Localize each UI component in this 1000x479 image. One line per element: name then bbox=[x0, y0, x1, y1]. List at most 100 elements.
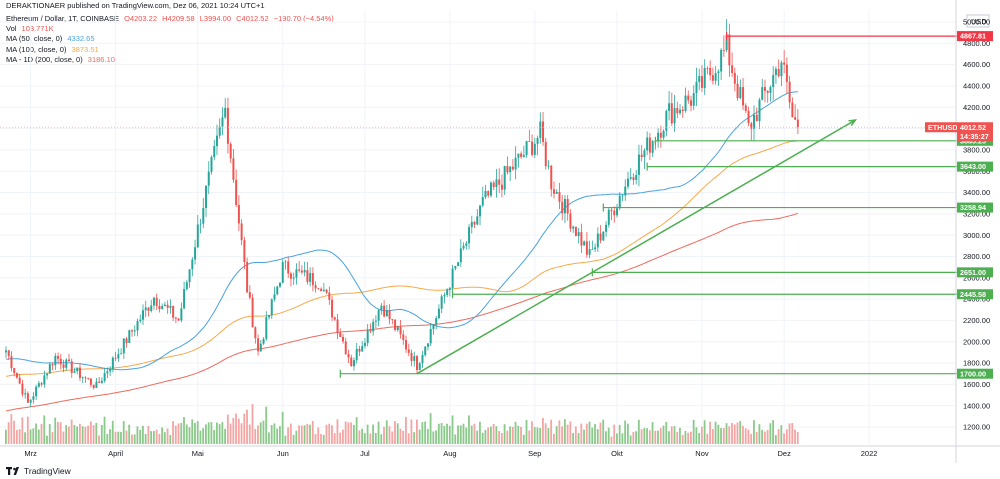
open-value: O4203.22 bbox=[124, 14, 158, 23]
candle-body bbox=[163, 304, 166, 307]
last-price-symbol: ETHUSD bbox=[928, 123, 958, 132]
volume-bar bbox=[29, 429, 32, 444]
volume-bar bbox=[536, 427, 539, 444]
low-value: L3994.00 bbox=[199, 14, 232, 23]
last-price-symbol-tag bbox=[925, 122, 957, 133]
volume-bar bbox=[114, 431, 117, 444]
candle-body bbox=[169, 305, 172, 308]
candle-body bbox=[583, 241, 586, 246]
volume-bar bbox=[122, 421, 125, 444]
volume-bar bbox=[679, 427, 681, 444]
volume-bar bbox=[232, 417, 235, 444]
volume-bar bbox=[46, 435, 48, 444]
candle-body bbox=[339, 332, 342, 337]
candle-body bbox=[65, 359, 68, 368]
candle-body bbox=[791, 102, 794, 118]
candle-body bbox=[218, 126, 221, 136]
volume-bar bbox=[596, 429, 599, 444]
candle-body bbox=[640, 154, 643, 158]
volume-bar bbox=[191, 419, 194, 444]
volume-bar bbox=[744, 428, 747, 444]
price-tags: 4867.813885.253643.003258.942651.002445.… bbox=[0, 31, 993, 379]
symbol-label[interactable]: Ethereum / Dollar, 1T, COINBASE bbox=[6, 14, 119, 23]
legend-vol-row[interactable]: Vol 103.771K bbox=[6, 24, 334, 34]
volume-bar bbox=[276, 428, 279, 444]
level-tag-1700.00 bbox=[957, 368, 993, 379]
volume-bar bbox=[492, 423, 495, 444]
tradingview-brand[interactable]: TradingView bbox=[24, 466, 71, 476]
candle-body bbox=[342, 336, 345, 342]
candle-body bbox=[736, 83, 739, 99]
volume-bar bbox=[229, 423, 232, 444]
trendline[interactable] bbox=[416, 119, 858, 375]
volume-bar bbox=[128, 424, 131, 444]
candle-body bbox=[435, 318, 438, 325]
volume-bar bbox=[594, 424, 596, 444]
volume-bar bbox=[769, 423, 772, 444]
volume-bar bbox=[788, 423, 791, 444]
volume-bar bbox=[465, 427, 468, 444]
time-tick-label: Dez bbox=[777, 449, 791, 458]
candle-body bbox=[429, 328, 432, 344]
ma50-value: 4332.65 bbox=[67, 34, 95, 44]
volume-bar bbox=[369, 433, 372, 444]
volume-bar bbox=[109, 429, 111, 444]
volume-bar bbox=[763, 431, 766, 444]
candle-body bbox=[733, 72, 736, 84]
candle-body bbox=[596, 233, 599, 248]
volume-bar bbox=[150, 431, 153, 444]
volume-bar bbox=[322, 434, 325, 444]
volume-bar bbox=[657, 430, 659, 444]
candle-body bbox=[684, 95, 687, 111]
horizontal-levels[interactable] bbox=[339, 32, 957, 378]
candle-body bbox=[366, 329, 369, 343]
candle-body bbox=[106, 371, 109, 374]
volume-bar bbox=[654, 430, 657, 444]
price-tick-label: 2600.00 bbox=[963, 273, 990, 282]
candle-body bbox=[35, 386, 38, 397]
legend-ma200-row[interactable]: MA - 1D (200, close, 0) 3186.10 bbox=[6, 55, 334, 65]
volume-bar bbox=[613, 424, 616, 444]
price-tick-label: 3400.00 bbox=[963, 188, 990, 197]
candle-body bbox=[484, 191, 487, 198]
candle-body bbox=[714, 73, 717, 81]
volume-bar bbox=[205, 424, 207, 444]
candle-body bbox=[210, 157, 213, 172]
time-tick-label: Jun bbox=[277, 449, 289, 458]
legend-ma100-row[interactable]: MA (100, close, 0) 3873.51 bbox=[6, 45, 334, 55]
volume-bar bbox=[457, 425, 459, 444]
last-price-value: 4012.52 bbox=[960, 123, 986, 132]
candle-body bbox=[506, 166, 509, 173]
volume-bar bbox=[347, 422, 350, 444]
volume-bar bbox=[547, 427, 550, 444]
volume-bar bbox=[643, 428, 646, 444]
price-chart[interactable]: USD 1200.00 1400.00 1600.00 1800.00 2000.00 22… bbox=[0, 0, 1000, 463]
candle-body bbox=[317, 288, 320, 290]
candle-body bbox=[711, 75, 714, 81]
volume-bar bbox=[580, 423, 583, 444]
candle-body bbox=[547, 165, 550, 167]
volume-bar bbox=[583, 429, 585, 444]
volume-bar bbox=[624, 420, 627, 444]
volume-bar bbox=[54, 417, 57, 444]
candle-body bbox=[76, 367, 79, 372]
volume-bar bbox=[224, 428, 226, 444]
candle-body bbox=[292, 277, 295, 279]
time-axis[interactable]: Mrz April Mai Jun Jul Aug Sep Okt Nov Dez 2022 bbox=[0, 445, 1000, 458]
candle-body bbox=[520, 153, 523, 157]
candle-body bbox=[517, 153, 520, 158]
candle-body bbox=[196, 224, 199, 248]
legend-ma50-row[interactable]: MA (50, close, 0) 4332.65 bbox=[6, 34, 334, 44]
volume-bar bbox=[10, 414, 13, 444]
volume-bar bbox=[429, 413, 432, 444]
candle-body bbox=[500, 184, 503, 190]
volume-bar bbox=[169, 435, 172, 444]
candle-body bbox=[451, 268, 454, 289]
candle-body bbox=[355, 348, 358, 361]
volume-bar bbox=[43, 415, 46, 444]
price-tick-label: 4800.00 bbox=[963, 39, 990, 48]
volume-bar bbox=[306, 423, 309, 444]
volume-bar bbox=[731, 422, 733, 444]
candlesticks bbox=[5, 19, 799, 407]
price-axis[interactable]: USD 1200.00 1400.00 1600.00 1800.00 2000.00 22… bbox=[955, 0, 990, 463]
